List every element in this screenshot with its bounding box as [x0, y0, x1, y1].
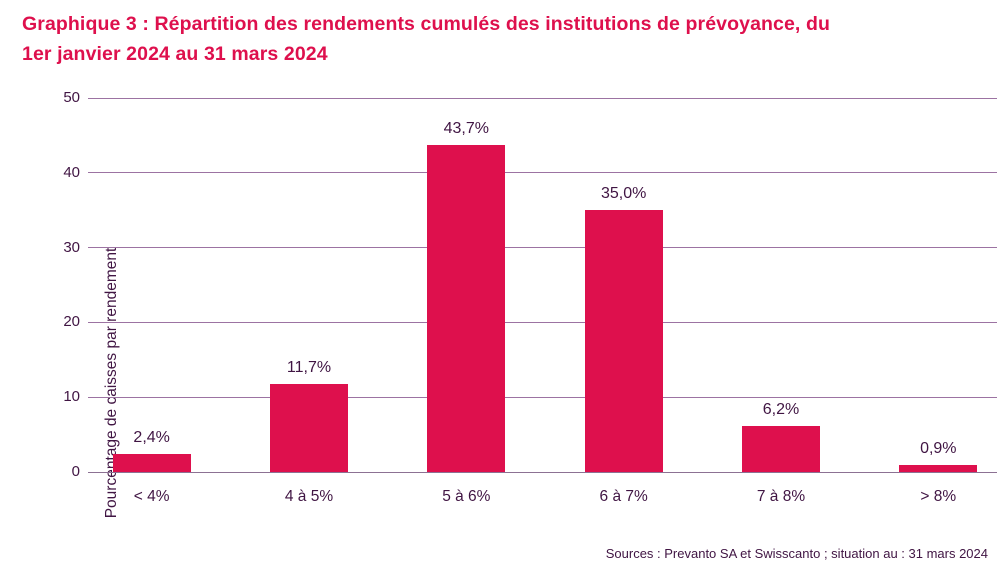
y-tick-label-30: 30 [63, 238, 80, 256]
bar-> 8% [899, 465, 978, 472]
y-tick-label-10: 10 [63, 388, 80, 406]
x-category-label: 4 à 5% [284, 488, 334, 505]
x-category-label: 7 à 8% [756, 488, 806, 505]
chart-title: Graphique 3 : Répartition des rendements… [22, 9, 982, 69]
bar-slot-3: 35,0% [545, 98, 702, 472]
x-axis-line [88, 471, 997, 473]
bar-4 à 5% [269, 384, 348, 472]
bar-value-label: 11,7% [286, 359, 332, 377]
x-category-label: > 8% [920, 488, 957, 505]
y-tick-label-20: 20 [63, 313, 80, 331]
bar-value-label: 35,0% [600, 185, 647, 203]
bar-slot-1: 11,7% [230, 98, 387, 472]
x-category-label: 5 à 6% [442, 488, 491, 505]
bar-6 à 7% [584, 210, 663, 472]
bar-slot-2: 43,7% [388, 98, 545, 472]
y-tick-label-40: 40 [63, 163, 80, 181]
bar-slot-4: 6,2% [702, 98, 859, 472]
x-axis-labels: < 4% 4 à 5% 5 à 6% 6 à 7% 7 à 8% > 8% [73, 486, 1001, 508]
gridline-y30 [88, 247, 997, 249]
bar-value-label: 43,7% [443, 120, 489, 138]
gridline-y10 [88, 396, 997, 398]
bar-value-label: 0,9% [920, 440, 957, 458]
gridline-y40 [88, 172, 997, 174]
bar-< 4% [112, 454, 191, 472]
gridline-y20 [88, 321, 997, 323]
chart-title-line2: 1er janvier 2024 au 31 mars 2024 [22, 43, 328, 65]
bar-7 à 8% [741, 425, 820, 472]
bar-slot-0: 2,4% [73, 98, 230, 472]
bar-5 à 6% [427, 145, 506, 472]
x-category-label: 6 à 7% [599, 488, 648, 505]
y-tick-label-0: 0 [71, 463, 80, 480]
gridline-y50 [88, 97, 997, 99]
bar-value-label: 6,2% [762, 400, 800, 418]
plot-area: Pourcentage de caisses par rendement 0 10… [63, 89, 997, 518]
chart-title-line1: Graphique 3 : Répartition des rendements… [22, 13, 830, 35]
bar-slot-5: 0,9% [860, 98, 1001, 472]
x-category-label: < 4% [133, 488, 170, 505]
source-note: Sources : Prevanto SA et Swisscanto ; si… [605, 546, 988, 561]
bar-value-label: 2,4% [133, 429, 170, 447]
y-tick-label-50: 50 [63, 89, 80, 106]
bars-row: 2,4% 11,7% 43,7% 35,0% 6,2% 0,9% [73, 98, 1001, 472]
